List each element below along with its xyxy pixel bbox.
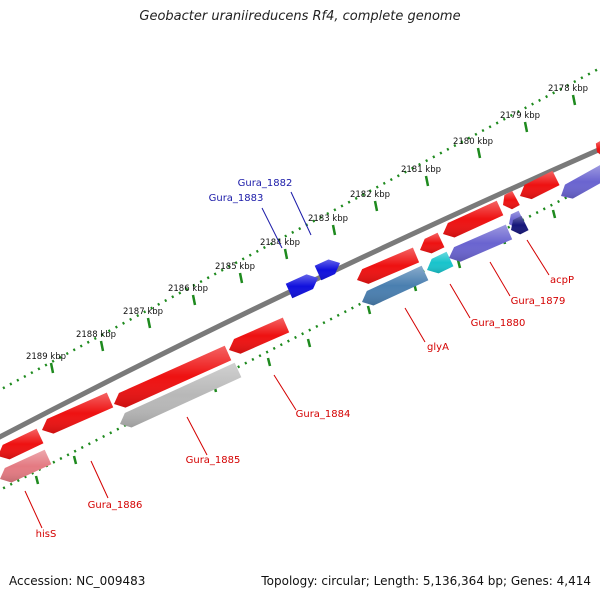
kbp-tick-mark — [238, 272, 244, 284]
kbp-tick-label: 2180 kbp — [453, 137, 493, 147]
gene-label-gura-1884: Gura_1884 — [296, 409, 351, 420]
kbp-tick-label: 2186 kbp — [168, 284, 208, 294]
kbp-tick-mark — [424, 175, 430, 187]
gene-label-gura-1880: Gura_1880 — [471, 318, 526, 329]
gene-red-arrow-shading — [42, 392, 114, 434]
minor-tick-mark — [72, 455, 78, 465]
gene-red-arrow-shading — [503, 190, 520, 210]
kbp-tick-mark — [476, 147, 482, 159]
map-title: Geobacter uraniireducens Rf4, complete g… — [139, 9, 461, 24]
gene-acpP-arrow-shading — [511, 215, 529, 235]
leader-line-gura-1880 — [449, 283, 471, 319]
outer-tick-ring — [0, 66, 600, 392]
kbp-tick-mark — [283, 248, 289, 260]
gene-label-glya: glyA — [427, 342, 449, 353]
gene-label-gura-1882: Gura_1882 — [238, 178, 293, 189]
gene-gura-1880-arrow-shading — [427, 251, 454, 274]
accession-text: Accession: NC_009483 — [9, 574, 146, 588]
kbp-tick-label: 2178 kbp — [548, 84, 588, 94]
gene-glyA-arrow-shading — [362, 265, 429, 306]
leader-line-hiss — [24, 490, 43, 529]
kbp-tick-label: 2187 kbp — [123, 307, 163, 317]
gene-purple-arrow-shading — [561, 165, 600, 199]
gene-label-gura-1883: Gura_1883 — [209, 193, 264, 204]
gene-red-arrow-shading — [357, 247, 420, 284]
minor-tick-mark — [456, 259, 462, 269]
gene-label-acpp: acpP — [550, 275, 574, 286]
kbp-tick-mark — [99, 340, 105, 352]
gene-gura-1879-arrow-shading — [449, 224, 513, 262]
minor-tick-mark — [551, 209, 557, 219]
topology-text: Topology: circular; Length: 5,136,364 bp… — [261, 574, 591, 588]
gene-gura-1885-arrow-shading — [120, 362, 242, 428]
kbp-tick-label: 2181 kbp — [401, 165, 441, 175]
kbp-tick-mark — [571, 94, 577, 106]
kbp-tick-mark — [373, 200, 379, 212]
label-layer: Gura_1882 Gura_1883 acpP Gura_1879 Gura_1880… — [36, 178, 574, 540]
gene-red-arrow-shading — [0, 428, 44, 460]
gene-red-arrow-shading — [420, 232, 445, 254]
leader-line-gura-1883 — [261, 207, 283, 249]
gene-red-arrow-shading — [114, 345, 232, 408]
kbp-tick-mark — [331, 224, 337, 236]
leader-line-acpp — [526, 239, 550, 276]
kbp-tick-mark — [191, 294, 197, 306]
gene-red-arrow-shading — [520, 170, 560, 200]
gene-label-gura-1879: Gura_1879 — [511, 296, 566, 307]
leader-line-gura-1879 — [489, 261, 511, 297]
kbp-tick-label: 2185 kbp — [215, 262, 255, 272]
kbp-tick-label: 2183 kbp — [308, 214, 348, 224]
gene-red-arrow-shading — [595, 141, 600, 155]
leader-layer — [24, 191, 550, 529]
kbp-tick-mark — [146, 317, 152, 329]
minor-tick-mark — [266, 357, 272, 367]
minor-tick-mark — [306, 338, 312, 348]
leader-line-gura-1885 — [186, 416, 208, 456]
kbp-tick-label: 2188 kbp — [76, 330, 116, 340]
gene-gura-1883-arrow-shading — [314, 259, 340, 281]
gene-hisS-arrow-shading — [0, 449, 52, 483]
gene-label-gura-1886: Gura_1886 — [88, 500, 143, 511]
minor-tick-mark — [366, 305, 372, 315]
kbp-tick-label: 2182 kbp — [350, 190, 390, 200]
gene-gura-1882-arrow-shading — [285, 274, 318, 299]
gene-label-gura-1885: Gura_1885 — [186, 455, 241, 466]
kbp-tick-mark — [523, 121, 529, 133]
kbp-tick-label: 2189 kbp — [26, 352, 66, 362]
leader-line-gura-1884 — [273, 374, 297, 411]
leader-line-gura-1882 — [290, 191, 312, 236]
gene-label-hiss: hisS — [36, 529, 57, 540]
gene-red-arrow-shading — [229, 317, 290, 354]
gene-red-arrow-shading — [443, 200, 504, 238]
leader-line-gura-1886 — [90, 460, 109, 499]
minor-tick-mark — [34, 475, 40, 485]
leader-line-glya — [404, 307, 426, 343]
kbp-tick-mark — [49, 362, 55, 374]
gene-layer — [0, 141, 600, 483]
kbp-tick-label: 2179 kbp — [500, 111, 540, 121]
